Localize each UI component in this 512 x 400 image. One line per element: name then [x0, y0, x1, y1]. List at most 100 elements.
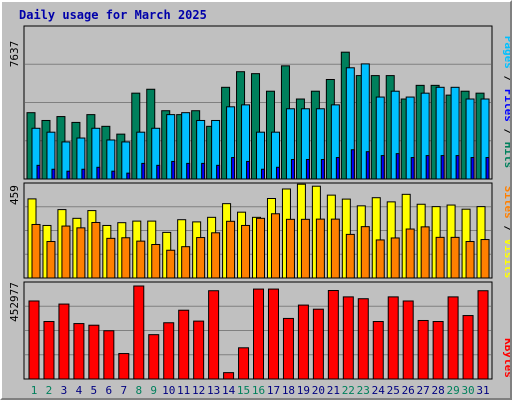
- day-label-27: 27: [417, 384, 430, 397]
- files-bar-17: [270, 131, 280, 180]
- kbytes-bar-1: [28, 300, 40, 380]
- pages-bar-31: [485, 157, 490, 180]
- files-bar-13: [211, 119, 221, 180]
- files-bar-2: [46, 131, 56, 180]
- hits-bar-16: [251, 73, 261, 180]
- files-bar-27: [420, 92, 430, 180]
- pages-bar-1: [36, 164, 41, 180]
- pages-bar-21: [335, 157, 340, 180]
- svg-text:Pages / File: Pages / Files / Hits: [502, 36, 510, 169]
- day-label-20: 20: [312, 384, 325, 397]
- day-label-2: 2: [46, 384, 53, 397]
- pages-bar-28: [440, 155, 445, 180]
- sites-bar-5: [91, 221, 101, 279]
- day-label-15: 15: [237, 384, 250, 397]
- files-bar-29: [450, 86, 460, 180]
- legend-separator: /: [502, 225, 510, 238]
- files-bar-8: [136, 131, 146, 180]
- day-label-5: 5: [91, 384, 98, 397]
- files-bar-18: [285, 108, 295, 180]
- chart-title: Daily usage for March 2025: [19, 8, 207, 22]
- pages-bar-30: [470, 157, 475, 180]
- files-bar-15: [241, 104, 251, 180]
- pages-bar-2: [51, 168, 56, 180]
- sites-bar-31: [480, 239, 490, 279]
- sites-bar-3: [61, 225, 71, 279]
- sites-bar-10: [166, 249, 176, 279]
- pages-bar-14: [231, 157, 236, 180]
- sites-bar-4: [76, 227, 86, 279]
- pages-bar-25: [395, 153, 400, 180]
- files-bar-23: [360, 63, 370, 180]
- panel1-legend: Pages / Files / Hits: [502, 36, 510, 169]
- hits-ymax-label: 7637: [8, 41, 21, 68]
- day-labels: 1 2 3 4 5 6 7 8 9 10 11 12 13 14 15 16 17 18 19 20 21 22 23 24 2…: [31, 384, 490, 397]
- pages-bar-7: [126, 172, 131, 180]
- sites-bar-13: [211, 232, 221, 279]
- kbytes-bar-24: [372, 321, 384, 380]
- sites-bar-23: [360, 226, 370, 279]
- files-bar-28: [435, 86, 445, 180]
- kbytes-bar-30: [462, 315, 474, 380]
- files-bar-14: [226, 106, 236, 180]
- day-label-23: 23: [357, 384, 370, 397]
- files-bar-25: [390, 90, 400, 180]
- kbytes-bar-5: [88, 324, 100, 380]
- pages-bar-10: [171, 160, 176, 180]
- kbytes-bar-18: [282, 317, 294, 380]
- pages-bar-17: [275, 166, 280, 180]
- sites-bar-16: [256, 217, 266, 279]
- kbytes-bar-21: [327, 290, 339, 380]
- kbytes-bar-23: [357, 298, 369, 380]
- sites-bar-30: [465, 241, 475, 279]
- legend-files: Files: [502, 89, 510, 122]
- legend-separator: /: [502, 129, 510, 142]
- legend-pages: Pages: [502, 36, 510, 69]
- day-label-6: 6: [106, 384, 113, 397]
- kbytes-ymax-label: 452977: [8, 282, 21, 322]
- files-bar-6: [106, 139, 116, 180]
- day-label-4: 4: [76, 384, 83, 397]
- day-label-31: 31: [476, 384, 489, 397]
- files-bar-16: [256, 131, 266, 180]
- files-bar-10: [166, 114, 176, 180]
- kbytes-bar-31: [477, 290, 489, 380]
- day-label-26: 26: [402, 384, 415, 397]
- bar-layer: [25, 51, 491, 380]
- day-label-29: 29: [446, 384, 459, 397]
- kbytes-bar-8: [133, 285, 145, 380]
- kbytes-bar-3: [58, 303, 70, 380]
- svg-text:Sites / Visi: Sites / Visits: [502, 186, 510, 279]
- day-label-22: 22: [342, 384, 355, 397]
- files-bar-5: [91, 127, 101, 180]
- kbytes-bar-15: [238, 347, 250, 380]
- sites-bar-2: [46, 241, 56, 279]
- kbytes-bar-27: [417, 319, 429, 380]
- pages-bar-19: [305, 158, 310, 180]
- pages-bar-18: [290, 158, 295, 180]
- legend-separator: /: [502, 76, 510, 89]
- pages-bar-3: [66, 170, 71, 180]
- sites-bar-7: [121, 237, 131, 279]
- day-label-12: 12: [192, 384, 205, 397]
- day-label-11: 11: [177, 384, 190, 397]
- pages-bar-13: [216, 164, 221, 180]
- sites-bar-1: [31, 223, 41, 279]
- pages-bar-26: [410, 157, 415, 180]
- pages-bar-16: [261, 168, 266, 180]
- kbytes-bar-14: [223, 372, 235, 380]
- pages-bar-22: [350, 149, 355, 180]
- files-bar-21: [330, 104, 340, 180]
- pages-bar-20: [320, 158, 325, 180]
- day-label-9: 9: [150, 384, 157, 397]
- pages-bar-12: [201, 162, 206, 180]
- files-bar-11: [181, 112, 191, 180]
- sites-bar-22: [345, 233, 355, 279]
- sites-bar-15: [241, 224, 251, 279]
- files-bar-24: [375, 96, 385, 180]
- kbytes-bar-4: [73, 323, 85, 380]
- sites-bar-20: [315, 218, 325, 279]
- kbytes-bar-10: [163, 322, 175, 380]
- kbytes-bar-19: [297, 304, 309, 380]
